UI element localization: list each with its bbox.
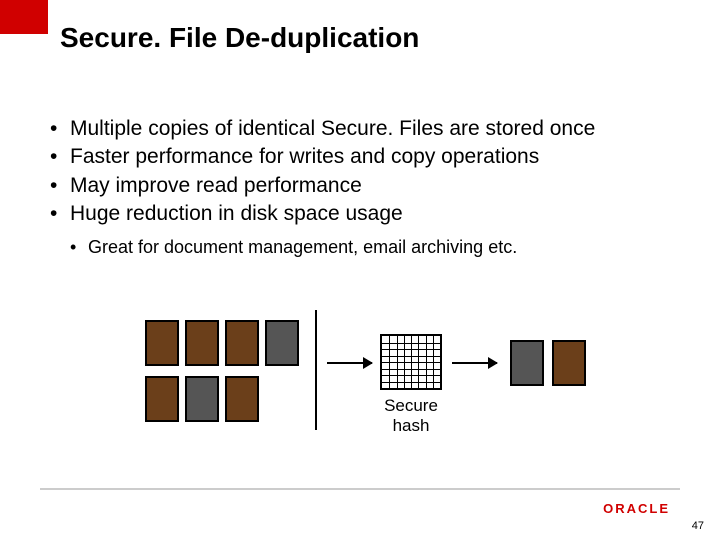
file-block: [185, 320, 219, 366]
page-number: 47: [692, 520, 704, 532]
content-area: Multiple copies of identical Secure. Fil…: [50, 115, 680, 260]
hash-grid: [380, 334, 442, 390]
bullet-item: Faster performance for writes and copy o…: [50, 143, 680, 171]
arrow-icon: [327, 362, 372, 364]
file-block: [225, 376, 259, 422]
sub-bullet-item: Great for document management, email arc…: [70, 236, 680, 259]
footer-divider: [40, 488, 680, 490]
bullet-item: Huge reduction in disk space usage: [50, 200, 680, 228]
arrow-icon: [452, 362, 497, 364]
file-block: [185, 376, 219, 422]
dedup-diagram: Securehash: [0, 310, 720, 480]
file-block: [510, 340, 544, 386]
sub-bullets: Great for document management, email arc…: [70, 236, 680, 259]
file-block: [145, 376, 179, 422]
file-block: [145, 320, 179, 366]
bullet-item: May improve read performance: [50, 172, 680, 200]
file-block: [552, 340, 586, 386]
hash-label: Securehash: [370, 396, 452, 435]
accent-block: [0, 0, 48, 34]
file-block: [225, 320, 259, 366]
divider-line: [315, 310, 317, 430]
file-block: [265, 320, 299, 366]
oracle-logo: ORACLE: [603, 501, 670, 516]
main-bullets: Multiple copies of identical Secure. Fil…: [50, 115, 680, 228]
slide-title: Secure. File De-duplication: [60, 22, 419, 54]
bullet-item: Multiple copies of identical Secure. Fil…: [50, 115, 680, 143]
